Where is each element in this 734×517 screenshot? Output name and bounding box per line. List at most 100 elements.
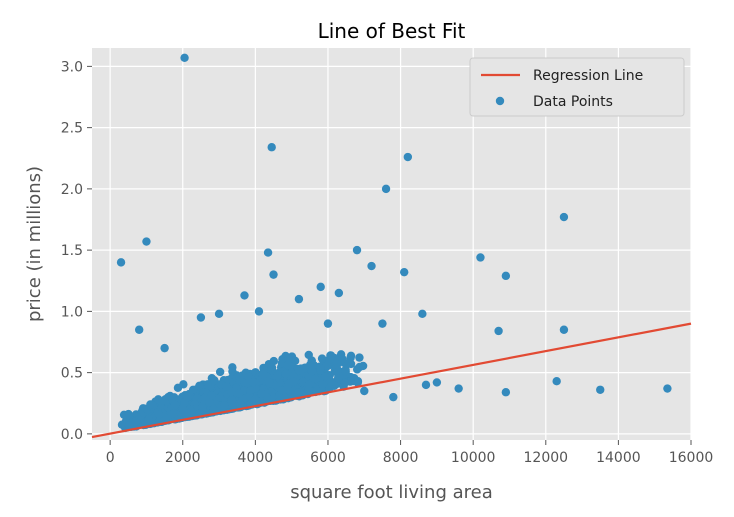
data-point bbox=[355, 353, 364, 362]
data-point bbox=[501, 271, 511, 281]
data-point bbox=[142, 237, 151, 246]
legend: Regression Line Data Points bbox=[469, 57, 685, 117]
data-point bbox=[222, 382, 231, 391]
data-point bbox=[263, 248, 273, 257]
data-point bbox=[195, 381, 204, 391]
regression-line bbox=[91, 322, 692, 439]
data-point bbox=[454, 384, 463, 393]
data-point bbox=[281, 369, 290, 379]
data-point bbox=[381, 184, 391, 194]
x-tick-label: 8000 bbox=[383, 450, 419, 466]
data-point bbox=[338, 354, 347, 364]
data-point bbox=[289, 377, 298, 386]
data-point bbox=[559, 325, 569, 334]
data-point bbox=[501, 388, 511, 397]
data-point bbox=[214, 309, 224, 319]
y-tick-label: 0.0 bbox=[61, 427, 83, 443]
data-point bbox=[236, 400, 246, 410]
data-point bbox=[134, 325, 144, 334]
data-point bbox=[186, 407, 196, 416]
data-point bbox=[180, 53, 189, 62]
data-point bbox=[552, 377, 561, 386]
x-tick-label: 4000 bbox=[238, 450, 274, 466]
data-point bbox=[318, 380, 327, 389]
x-tick-label: 6000 bbox=[310, 450, 346, 466]
data-point bbox=[269, 270, 278, 279]
data-point bbox=[124, 409, 133, 419]
data-point bbox=[367, 261, 376, 271]
data-point bbox=[341, 367, 350, 376]
data-point bbox=[317, 354, 327, 363]
data-point bbox=[277, 386, 286, 395]
data-point bbox=[179, 380, 188, 389]
data-point bbox=[418, 309, 427, 319]
data-point bbox=[389, 392, 398, 402]
data-point bbox=[378, 319, 387, 328]
data-point bbox=[323, 319, 333, 328]
data-point bbox=[234, 389, 244, 398]
x-axis-ticks: 0 2000 4000 6000 8000 10000 12000 14000 16000 bbox=[106, 440, 714, 466]
data-point bbox=[188, 385, 198, 395]
data-point bbox=[167, 393, 177, 403]
legend-point-label: Data Points bbox=[533, 94, 613, 110]
data-point bbox=[340, 378, 350, 387]
data-point bbox=[294, 294, 304, 304]
y-tick-label: 1.0 bbox=[61, 304, 83, 320]
data-point bbox=[183, 392, 192, 402]
data-point bbox=[228, 363, 237, 372]
data-point bbox=[346, 353, 355, 363]
data-point bbox=[249, 378, 258, 387]
data-point bbox=[559, 212, 569, 222]
data-point bbox=[169, 409, 178, 418]
legend-box bbox=[469, 57, 685, 117]
data-point bbox=[304, 350, 313, 360]
y-tick-label: 2.5 bbox=[61, 121, 83, 137]
data-point bbox=[494, 326, 503, 336]
data-point bbox=[205, 397, 214, 407]
x-tick-label: 0 bbox=[106, 450, 115, 466]
legend-point-swatch bbox=[495, 96, 505, 106]
x-tick-label: 2000 bbox=[165, 450, 201, 466]
data-point bbox=[663, 384, 672, 393]
data-point bbox=[325, 384, 334, 393]
y-tick-label: 3.0 bbox=[61, 59, 83, 75]
data-point bbox=[476, 253, 485, 262]
data-point bbox=[307, 366, 317, 376]
data-point bbox=[334, 288, 344, 298]
data-point bbox=[196, 313, 206, 322]
x-tick-label: 14000 bbox=[596, 450, 641, 466]
data-point bbox=[246, 386, 255, 395]
data-point bbox=[316, 364, 325, 373]
data-point bbox=[254, 307, 264, 316]
data-point bbox=[116, 258, 126, 267]
data-point bbox=[325, 354, 334, 364]
data-point bbox=[294, 388, 303, 398]
y-tick-label: 1.5 bbox=[61, 243, 83, 259]
x-axis-label: square foot living area bbox=[290, 482, 493, 503]
x-tick-label: 12000 bbox=[524, 450, 569, 466]
data-point bbox=[146, 400, 155, 409]
data-point bbox=[320, 372, 330, 382]
legend-line-label: Regression Line bbox=[533, 68, 643, 84]
data-point bbox=[316, 282, 325, 292]
y-axis-label: price (in millions) bbox=[24, 166, 45, 322]
data-points bbox=[116, 53, 672, 433]
x-tick-label: 16000 bbox=[669, 450, 714, 466]
data-point bbox=[250, 395, 260, 404]
data-point bbox=[178, 404, 187, 413]
data-point bbox=[596, 385, 605, 394]
data-point bbox=[283, 360, 293, 370]
data-point bbox=[273, 371, 282, 381]
regression-line-layer bbox=[91, 322, 692, 439]
data-point bbox=[326, 377, 336, 386]
data-point bbox=[403, 152, 413, 162]
y-axis-ticks: 0.0 0.5 1.0 1.5 2.0 2.5 3.0 bbox=[61, 59, 92, 443]
x-tick-label: 10000 bbox=[451, 450, 496, 466]
data-point bbox=[304, 385, 313, 395]
data-point bbox=[265, 378, 274, 388]
data-point bbox=[154, 410, 164, 419]
data-point bbox=[124, 421, 134, 430]
data-point bbox=[257, 389, 266, 398]
data-point bbox=[240, 291, 249, 300]
